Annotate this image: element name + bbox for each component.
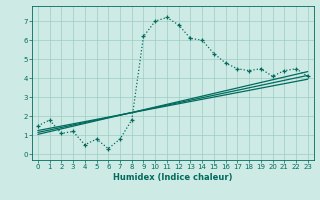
X-axis label: Humidex (Indice chaleur): Humidex (Indice chaleur) [113,173,233,182]
